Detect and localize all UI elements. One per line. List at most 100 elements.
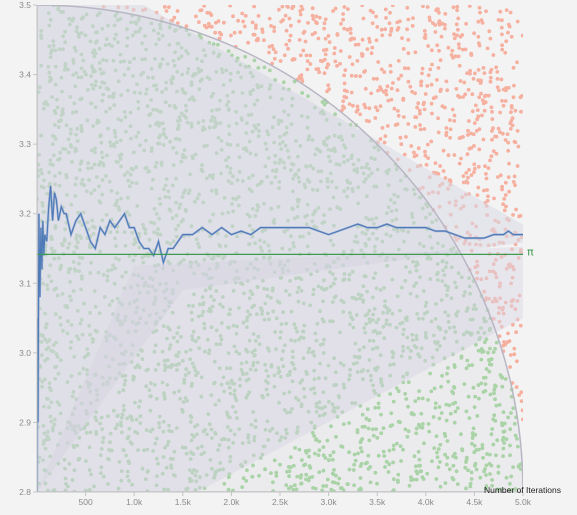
outside-point: [413, 50, 418, 55]
inside-point: [185, 399, 190, 403]
outside-point: [509, 34, 514, 39]
outside-point: [420, 71, 424, 76]
inside-point: [442, 273, 447, 277]
outside-point: [454, 22, 459, 27]
outside-point: [399, 142, 404, 147]
outside-point: [514, 330, 518, 335]
outside-point: [422, 127, 427, 131]
y-tick-label: 3.2: [19, 209, 31, 219]
outside-point: [433, 161, 438, 166]
inside-point: [312, 386, 316, 391]
inside-point: [219, 382, 224, 387]
outside-point: [437, 10, 441, 15]
inside-point: [244, 371, 249, 376]
inside-point: [248, 312, 253, 317]
outside-point: [436, 66, 441, 70]
y-tick-label: 3.4: [19, 70, 31, 80]
outside-point: [448, 118, 452, 122]
outside-point: [367, 36, 371, 41]
outside-point: [513, 108, 518, 113]
outside-point: [503, 50, 508, 55]
outside-point: [342, 81, 347, 86]
y-tick-label: 2.8: [19, 487, 31, 497]
outside-point: [229, 33, 233, 38]
outside-point: [509, 105, 514, 110]
inside-point: [252, 58, 257, 63]
outside-point: [409, 144, 414, 148]
inside-point: [279, 330, 283, 334]
outside-point: [320, 59, 325, 64]
inside-point: [301, 301, 306, 306]
inside-point: [387, 462, 392, 467]
inside-point: [309, 420, 314, 425]
inside-point: [292, 79, 297, 84]
inside-point: [257, 473, 261, 478]
inside-point: [306, 350, 311, 355]
inside-point: [479, 357, 484, 362]
inside-point: [280, 357, 284, 362]
outside-point: [496, 126, 501, 131]
outside-point: [512, 83, 516, 88]
outside-point: [491, 126, 495, 131]
outside-point: [500, 47, 505, 52]
inside-point: [468, 484, 473, 489]
inside-point: [246, 436, 251, 440]
inside-point: [314, 401, 319, 406]
inside-point: [341, 363, 346, 368]
outside-point: [375, 108, 380, 113]
outside-point: [456, 27, 460, 32]
outside-point: [323, 36, 328, 41]
outside-point: [251, 32, 256, 37]
inside-point: [243, 54, 248, 59]
outside-point: [408, 84, 413, 89]
inside-point: [423, 358, 428, 363]
outside-point: [465, 152, 470, 157]
outside-point: [436, 130, 441, 135]
inside-point: [447, 467, 452, 472]
inside-point: [485, 452, 489, 456]
inside-point: [360, 449, 364, 454]
inside-point: [175, 354, 180, 359]
outside-point: [204, 25, 209, 30]
outside-point: [506, 175, 511, 180]
inside-point: [357, 348, 362, 352]
outside-point: [335, 32, 340, 36]
inside-point: [194, 479, 199, 484]
outside-point: [333, 6, 338, 11]
outside-point: [349, 73, 354, 78]
inside-point: [244, 479, 249, 483]
outside-point: [445, 88, 450, 93]
inside-point: [389, 411, 394, 416]
inside-point: [269, 363, 274, 367]
outside-point: [479, 91, 483, 96]
outside-point: [342, 73, 346, 78]
outside-point: [260, 30, 265, 34]
outside-point: [482, 108, 487, 113]
inside-point: [375, 481, 379, 486]
inside-point: [396, 472, 401, 477]
inside-point: [452, 325, 456, 330]
outside-point: [490, 137, 494, 142]
inside-point: [241, 320, 246, 325]
inside-point: [408, 291, 413, 296]
inside-point: [373, 470, 378, 475]
inside-point: [502, 441, 507, 445]
outside-point: [205, 10, 210, 15]
inside-point: [463, 465, 468, 470]
outside-point: [228, 5, 232, 8]
outside-point: [231, 14, 235, 19]
outside-point: [164, 9, 169, 13]
inside-point: [245, 309, 250, 314]
outside-point: [486, 93, 491, 98]
outside-point: [426, 44, 430, 48]
outside-point: [473, 103, 478, 108]
outside-point: [480, 98, 485, 103]
outside-point: [487, 29, 492, 34]
outside-point: [506, 140, 511, 145]
inside-point: [106, 482, 110, 486]
inside-point: [99, 447, 104, 451]
outside-point: [519, 109, 523, 114]
outside-point: [441, 148, 446, 153]
outside-point: [417, 108, 422, 113]
